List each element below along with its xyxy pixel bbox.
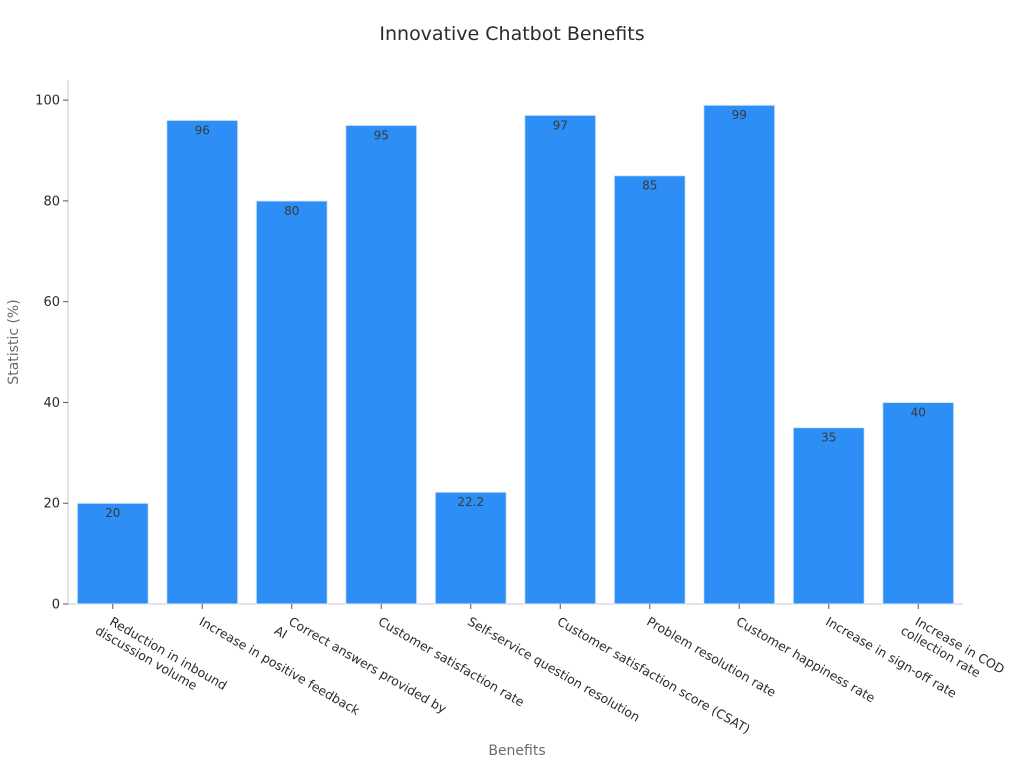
data-label: 22.2 bbox=[457, 495, 484, 509]
data-label: 35 bbox=[821, 431, 836, 445]
x-tick-label-line: Self-service question resolution bbox=[465, 614, 642, 725]
data-label: 97 bbox=[553, 118, 568, 132]
bar bbox=[524, 114, 597, 605]
bar bbox=[613, 175, 686, 605]
data-label: 85 bbox=[642, 179, 657, 193]
x-tick-label: Customer satisfaction rate bbox=[376, 614, 528, 710]
bar bbox=[434, 491, 507, 605]
bar bbox=[345, 124, 418, 605]
bar bbox=[166, 119, 239, 605]
data-label: 96 bbox=[195, 123, 210, 137]
chart-title: Innovative Chatbot Benefits bbox=[379, 23, 644, 45]
data-label: 95 bbox=[374, 128, 389, 142]
y-tick-label: 0 bbox=[52, 598, 60, 613]
x-axis-title: Benefits bbox=[488, 743, 545, 759]
data-label: 40 bbox=[911, 405, 926, 419]
y-tick-label: 80 bbox=[43, 194, 60, 209]
data-label: 80 bbox=[284, 204, 299, 218]
y-axis-title: Statistic (%) bbox=[6, 299, 22, 384]
bar bbox=[76, 502, 149, 605]
data-label: 99 bbox=[732, 108, 747, 122]
bar bbox=[792, 427, 865, 605]
y-tick-label: 100 bbox=[35, 94, 60, 109]
y-tick-label: 20 bbox=[43, 497, 60, 512]
x-tick-label-line: Correct answers provided by bbox=[286, 614, 449, 717]
x-tick-label-line: Customer satisfaction rate bbox=[376, 614, 528, 710]
y-tick-label: 40 bbox=[43, 396, 60, 411]
bar bbox=[703, 104, 776, 605]
data-label: 20 bbox=[105, 506, 120, 520]
bar bbox=[882, 401, 955, 605]
bar bbox=[255, 200, 328, 605]
y-tick-label: 60 bbox=[43, 295, 60, 310]
x-tick-label: Self-service question resolution bbox=[465, 614, 642, 725]
